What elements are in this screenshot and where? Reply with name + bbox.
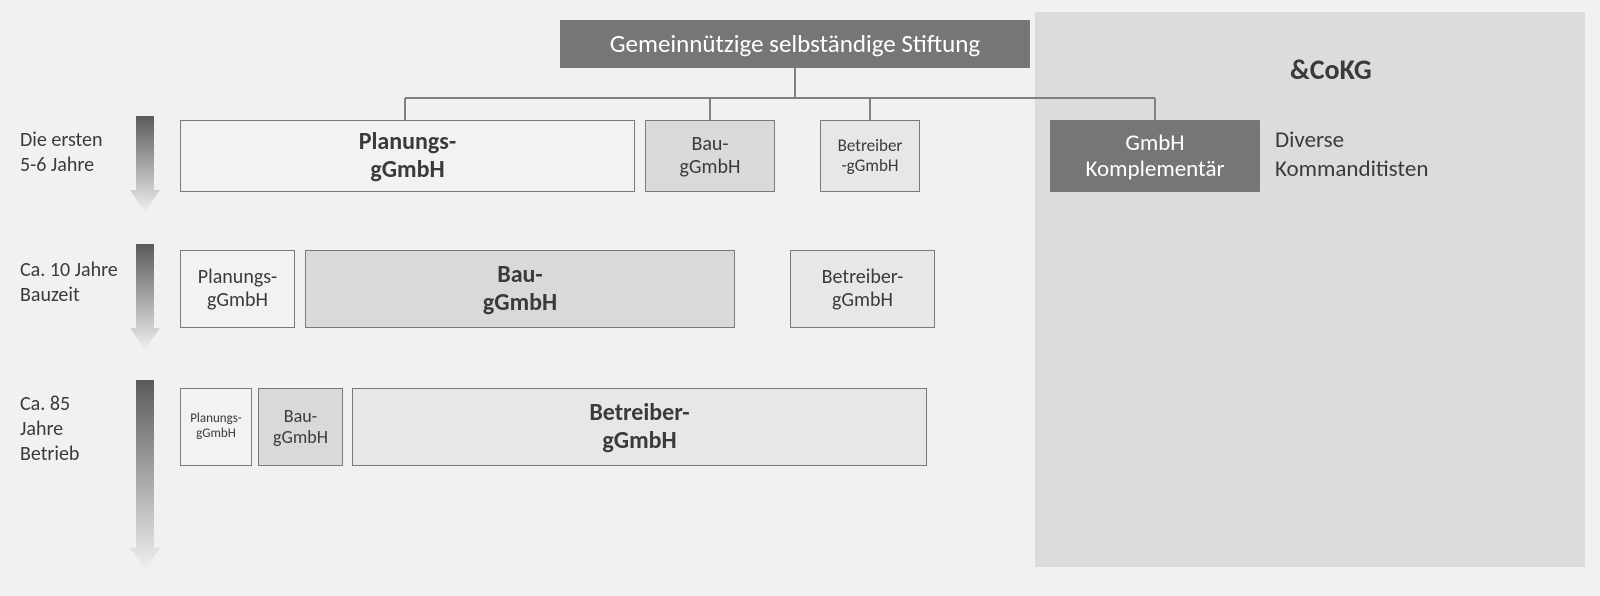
- row2-betreiber-box: Betreiber- gGmbH: [790, 250, 935, 328]
- row1-bau-l2: gGmbH: [680, 155, 741, 179]
- org-connector-lines: [0, 0, 1600, 122]
- phase-arrow-2-icon: [130, 244, 160, 350]
- row3-bau-box: Bau- gGmbH: [258, 388, 343, 466]
- phase2-l2: Bauzeit: [20, 283, 80, 307]
- row1-gmbh-box: GmbH Komplementär: [1050, 120, 1260, 192]
- phase2-label: Ca. 10 Jahre Bauzeit: [20, 258, 118, 308]
- row1-betreiber-box: Betreiber -gGmbH: [820, 120, 920, 192]
- row1-planungs-l2: gGmbH: [370, 155, 444, 184]
- row2-betr-l1: Betreiber-: [822, 265, 904, 289]
- row2-planungs-box: Planungs- gGmbH: [180, 250, 295, 328]
- row3-planungs-l1: Planungs-: [190, 411, 242, 426]
- row2-bau-l2: gGmbH: [483, 288, 557, 317]
- row3-bau-l2: gGmbH: [273, 426, 328, 448]
- row1-planungs-box: Planungs- gGmbH: [180, 120, 635, 192]
- phase-arrow-3-icon: [130, 380, 160, 570]
- row1-gmbh-l2: Komplementär: [1086, 155, 1225, 183]
- phase1-l1: Die ersten: [20, 128, 103, 152]
- row3-betr-l1: Betreiber-: [589, 398, 689, 427]
- phase2-l1: Ca. 10 Jahre: [20, 258, 118, 282]
- row3-bau-l1: Bau-: [284, 405, 317, 427]
- row1-betr-l2: -gGmbH: [841, 155, 898, 176]
- phase3-l3: Betrieb: [20, 442, 79, 466]
- komm-l1: Diverse: [1275, 126, 1344, 154]
- phase3-l1: Ca. 85: [20, 392, 70, 416]
- phase1-label: Die ersten 5-6 Jahre: [20, 128, 103, 178]
- phase3-label: Ca. 85 Jahre Betrieb: [20, 392, 79, 467]
- row3-betr-l2: gGmbH: [602, 426, 676, 455]
- komm-l2: Kommanditisten: [1275, 155, 1428, 183]
- row1-betr-l1: Betreiber: [838, 135, 903, 156]
- row1-gmbh-l1: GmbH: [1125, 129, 1184, 157]
- row3-betreiber-box: Betreiber- gGmbH: [352, 388, 927, 466]
- row1-planungs-l1: Planungs-: [359, 127, 456, 156]
- row1-bau-l1: Bau-: [691, 132, 728, 156]
- phase1-l2: 5-6 Jahre: [20, 153, 94, 177]
- row2-bau-l1: Bau-: [497, 260, 543, 289]
- phase-arrow-1-icon: [130, 116, 160, 212]
- row1-bau-box: Bau- gGmbH: [645, 120, 775, 192]
- phase3-l2: Jahre: [20, 417, 63, 441]
- row2-bau-box: Bau- gGmbH: [305, 250, 735, 328]
- kommanditisten-label: Diverse Kommanditisten: [1275, 126, 1428, 184]
- row2-planungs-l1: Planungs-: [198, 265, 277, 289]
- row3-planungs-box: Planungs- gGmbH: [180, 388, 252, 466]
- row2-betr-l2: gGmbH: [832, 288, 893, 312]
- row3-planungs-l2: gGmbH: [196, 426, 236, 441]
- row2-planungs-l2: gGmbH: [207, 288, 268, 312]
